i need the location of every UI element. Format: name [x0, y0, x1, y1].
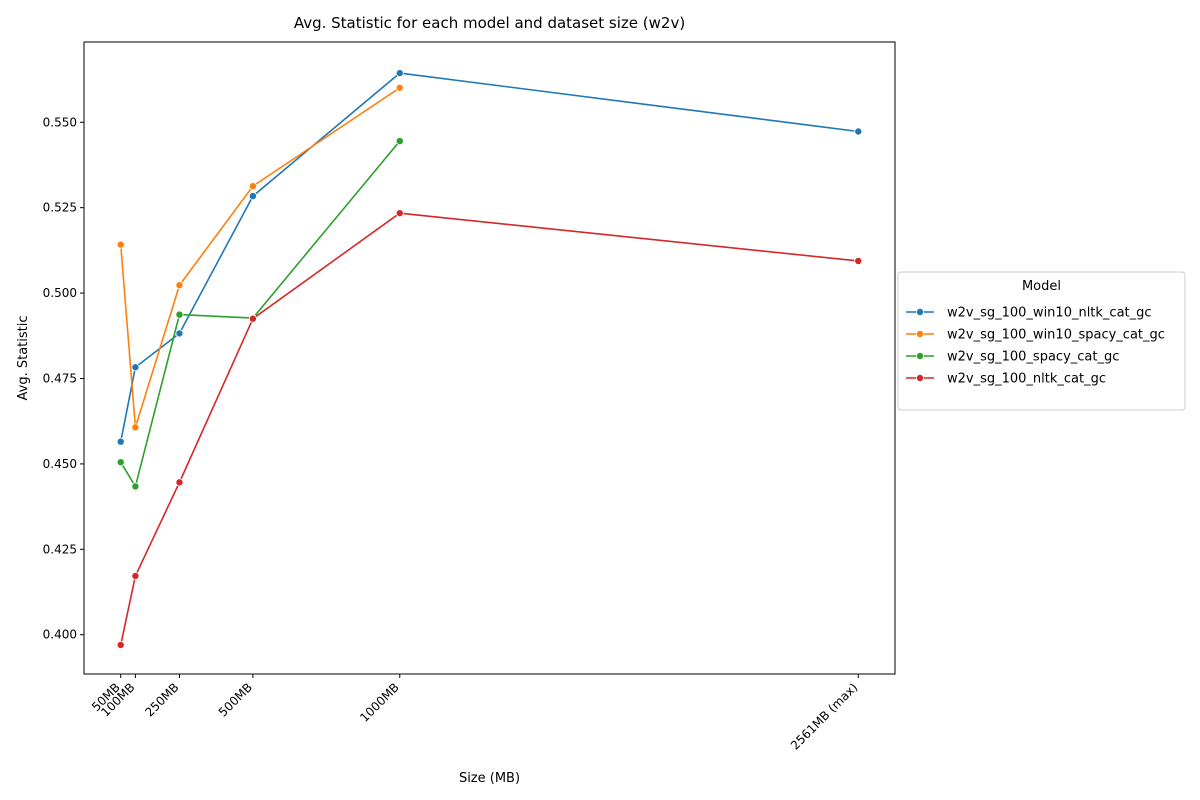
- x-tick-label: 2561MB (max): [788, 680, 860, 752]
- data-point: [248, 192, 257, 201]
- legend-label: w2v_sg_100_nltk_cat_gc: [947, 372, 1106, 387]
- x-tick-label: 1000MB: [357, 680, 402, 725]
- data-point: [248, 314, 257, 323]
- y-tick-label: 0.475: [43, 371, 77, 385]
- legend-marker-swatch: [916, 373, 925, 382]
- series-line: [119, 87, 401, 429]
- legend-item: w2v_sg_100_win10_nltk_cat_gc: [906, 306, 1152, 321]
- data-point: [116, 458, 125, 467]
- data-point: [131, 482, 140, 491]
- legend-item: w2v_sg_100_win10_spacy_cat_gc: [906, 328, 1165, 343]
- legend-box: [897, 271, 1186, 411]
- legend: Model w2v_sg_100_win10_nltk_cat_gcw2v_sg…: [897, 271, 1186, 411]
- legend-label: w2v_sg_100_win10_spacy_cat_gc: [947, 328, 1165, 343]
- data-point: [854, 256, 863, 265]
- plot-frame: [83, 41, 896, 675]
- series-layer: [116, 69, 863, 649]
- legend-marker-swatch: [916, 351, 925, 360]
- chart-title: Avg. Statistic for each model and datase…: [294, 14, 685, 32]
- y-tick-label: 0.500: [43, 286, 77, 300]
- data-point: [175, 310, 184, 319]
- data-point: [854, 127, 863, 136]
- data-point: [248, 182, 257, 191]
- series-3: [116, 209, 863, 649]
- y-tick-label: 0.450: [43, 457, 77, 471]
- data-point: [395, 69, 404, 78]
- data-point: [131, 423, 140, 432]
- data-point: [116, 240, 125, 249]
- data-point: [175, 281, 184, 290]
- data-point: [131, 363, 140, 372]
- data-point: [116, 640, 125, 649]
- legend-items: w2v_sg_100_win10_nltk_cat_gc w2v_sg_100_w…: [906, 306, 1165, 387]
- data-point: [395, 137, 404, 146]
- data-point: [131, 571, 140, 580]
- data-point: [175, 478, 184, 487]
- x-axis-title: Size (MB): [459, 771, 520, 786]
- series-line: [119, 212, 859, 646]
- series-0: [116, 69, 863, 446]
- series-1: [116, 83, 404, 432]
- y-axis: 0.400 0.425 0.450 0.475 0.500 0.525 0.550: [43, 115, 84, 642]
- y-tick-label: 0.525: [43, 201, 77, 215]
- x-tick-label: 250MB: [142, 680, 181, 719]
- y-tick-label: 0.425: [43, 542, 77, 556]
- legend-item: w2v_sg_100_nltk_cat_gc: [906, 372, 1106, 387]
- legend-label: w2v_sg_100_win10_nltk_cat_gc: [947, 306, 1152, 321]
- series-line: [119, 72, 859, 442]
- legend-label: w2v_sg_100_spacy_cat_gc: [947, 350, 1119, 365]
- legend-marker-swatch: [916, 307, 925, 316]
- legend-item: w2v_sg_100_spacy_cat_gc: [906, 350, 1119, 365]
- y-tick-label: 0.550: [43, 115, 77, 129]
- data-point: [175, 329, 184, 338]
- y-axis-title: Avg. Statistic: [16, 316, 31, 401]
- x-tick-label: 500MB: [216, 680, 255, 719]
- legend-marker-swatch: [916, 329, 925, 338]
- data-point: [395, 209, 404, 218]
- data-point: [116, 437, 125, 446]
- data-point: [395, 83, 404, 92]
- y-tick-label: 0.400: [43, 628, 77, 642]
- legend-title: Model: [1022, 279, 1061, 294]
